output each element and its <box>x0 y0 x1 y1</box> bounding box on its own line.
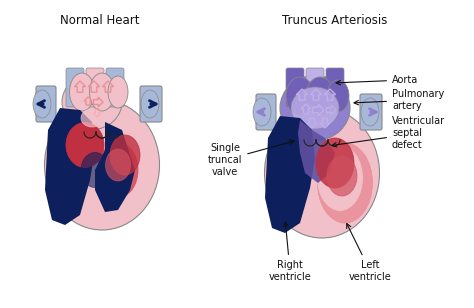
Ellipse shape <box>70 73 94 111</box>
FancyBboxPatch shape <box>66 68 84 107</box>
Ellipse shape <box>90 73 115 111</box>
FancyBboxPatch shape <box>36 86 56 122</box>
Text: Right
ventricle: Right ventricle <box>269 222 311 282</box>
Ellipse shape <box>286 77 314 115</box>
Text: Aorta: Aorta <box>336 75 418 85</box>
Ellipse shape <box>280 75 350 140</box>
Ellipse shape <box>264 108 380 238</box>
FancyBboxPatch shape <box>256 94 276 130</box>
Ellipse shape <box>98 143 138 197</box>
FancyBboxPatch shape <box>326 68 344 107</box>
Ellipse shape <box>141 90 159 118</box>
Polygon shape <box>45 108 95 225</box>
Ellipse shape <box>81 109 103 127</box>
Polygon shape <box>265 116 315 233</box>
FancyBboxPatch shape <box>286 68 304 107</box>
Polygon shape <box>298 120 335 183</box>
FancyBboxPatch shape <box>140 86 162 122</box>
Ellipse shape <box>318 143 373 223</box>
Ellipse shape <box>33 90 51 118</box>
Text: Truncus Arteriosis: Truncus Arteriosis <box>283 14 388 27</box>
Ellipse shape <box>327 156 357 196</box>
Text: Single
truncal
valve: Single truncal valve <box>208 140 294 176</box>
FancyBboxPatch shape <box>86 68 104 107</box>
Polygon shape <box>95 122 135 212</box>
Ellipse shape <box>110 135 140 175</box>
Ellipse shape <box>306 77 334 115</box>
FancyBboxPatch shape <box>360 94 382 130</box>
Ellipse shape <box>106 149 130 181</box>
Ellipse shape <box>253 98 271 126</box>
Ellipse shape <box>327 80 349 112</box>
Ellipse shape <box>62 75 122 129</box>
Text: Pulmonary
artery: Pulmonary artery <box>354 89 444 111</box>
Ellipse shape <box>45 100 159 230</box>
Ellipse shape <box>318 145 363 210</box>
Ellipse shape <box>66 123 104 168</box>
Ellipse shape <box>291 87 339 129</box>
Ellipse shape <box>108 76 128 108</box>
Ellipse shape <box>361 98 379 126</box>
Text: Ventricular
septal
defect: Ventricular septal defect <box>332 116 445 150</box>
Ellipse shape <box>316 138 354 188</box>
Text: Normal Heart: Normal Heart <box>60 14 140 27</box>
Text: Left
ventricle: Left ventricle <box>347 224 392 282</box>
Ellipse shape <box>81 152 109 188</box>
FancyBboxPatch shape <box>106 68 124 107</box>
FancyBboxPatch shape <box>306 68 324 107</box>
